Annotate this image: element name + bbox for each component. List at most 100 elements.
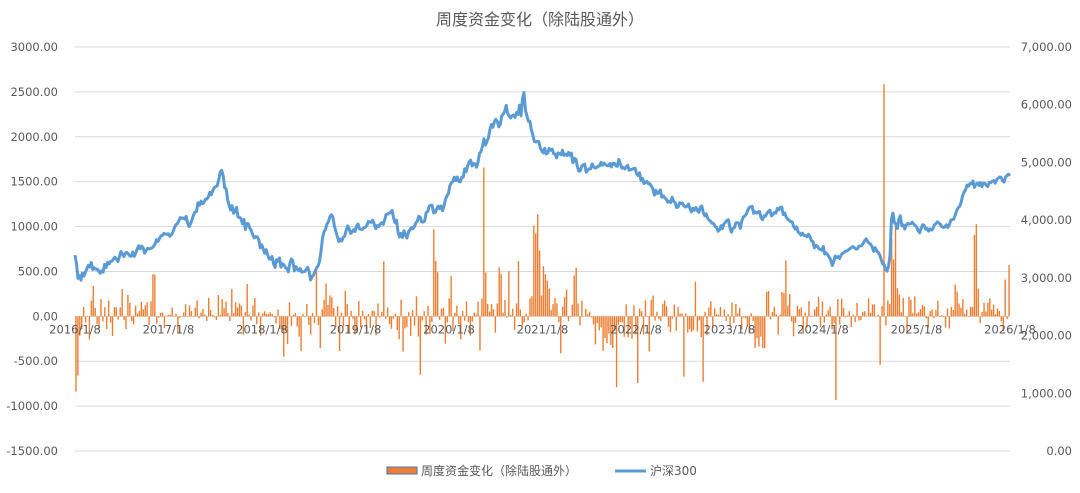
bar	[744, 316, 747, 319]
bar	[202, 308, 204, 317]
bar	[587, 314, 589, 317]
bar	[617, 316, 620, 325]
bar	[136, 313, 139, 317]
bar	[242, 316, 245, 335]
bar	[777, 316, 779, 335]
bar	[583, 316, 585, 317]
bar	[215, 316, 218, 321]
bar	[669, 316, 672, 333]
bar	[548, 288, 550, 317]
bar	[371, 310, 373, 317]
bar	[331, 297, 333, 317]
bar	[767, 291, 770, 317]
bar	[542, 266, 545, 317]
right-tick-label: 2,000.00	[1021, 329, 1072, 343]
bar	[465, 301, 468, 317]
bar	[311, 313, 314, 317]
bar	[854, 316, 856, 323]
bar	[537, 214, 539, 317]
bar	[188, 305, 191, 317]
bar	[877, 314, 879, 317]
bar	[969, 306, 972, 317]
bar	[473, 312, 475, 317]
bar	[204, 314, 206, 317]
legend: 周度资金变化（除陆股通外） 沪深300	[386, 463, 697, 478]
bar	[458, 316, 460, 325]
left-tick-label: 1500.00	[10, 175, 58, 189]
bar	[642, 316, 645, 335]
bar	[648, 316, 650, 352]
bar	[613, 316, 616, 331]
bar	[281, 316, 283, 331]
bar	[900, 312, 902, 317]
bar	[236, 307, 239, 317]
bar	[765, 291, 768, 317]
bar	[885, 316, 887, 326]
bar	[771, 312, 774, 317]
bar	[275, 316, 277, 324]
bar	[798, 309, 801, 317]
bar	[656, 311, 658, 317]
bar	[554, 297, 556, 317]
bar	[308, 316, 310, 325]
bar	[1000, 316, 1003, 322]
bar	[336, 306, 339, 317]
bar	[461, 310, 464, 317]
bar	[346, 304, 348, 317]
bar	[942, 316, 945, 318]
bar	[610, 316, 612, 345]
bar	[273, 316, 275, 318]
bar	[229, 316, 231, 322]
bar	[363, 316, 366, 320]
bar	[96, 316, 98, 324]
bar	[931, 309, 933, 317]
bar	[781, 292, 783, 317]
bar	[737, 313, 739, 317]
bar	[827, 310, 829, 317]
bar	[125, 316, 127, 330]
bar	[192, 316, 195, 317]
bar	[914, 296, 916, 317]
bar	[719, 306, 722, 317]
bar	[442, 308, 445, 317]
bar	[975, 224, 978, 317]
bar	[456, 305, 458, 317]
bar	[492, 309, 495, 317]
bar	[862, 311, 864, 317]
bar	[483, 167, 485, 317]
bar	[608, 316, 610, 334]
bar	[431, 316, 433, 322]
bar	[319, 316, 321, 349]
bar	[731, 302, 733, 317]
bar	[279, 316, 281, 330]
bar	[606, 316, 608, 344]
bar	[846, 315, 849, 317]
bar	[82, 307, 85, 317]
bar	[529, 298, 531, 317]
bar	[635, 316, 637, 335]
bar	[852, 314, 854, 317]
bar	[673, 304, 675, 317]
bar	[590, 316, 593, 318]
bar	[221, 299, 223, 317]
bar	[713, 308, 716, 317]
bar	[142, 309, 144, 317]
bar	[469, 316, 472, 336]
bar	[808, 301, 810, 317]
bar	[835, 316, 837, 401]
bar	[908, 296, 910, 317]
bar	[623, 316, 625, 337]
bar	[592, 316, 595, 325]
bar	[234, 302, 237, 317]
bar	[256, 316, 258, 325]
bar	[240, 305, 243, 317]
bar	[742, 316, 745, 318]
bar	[463, 316, 466, 321]
bar	[467, 316, 470, 323]
bar	[386, 307, 389, 317]
bar	[194, 307, 196, 317]
bar	[619, 316, 622, 322]
bar	[789, 293, 791, 317]
bar	[562, 306, 564, 317]
bar	[186, 316, 189, 317]
